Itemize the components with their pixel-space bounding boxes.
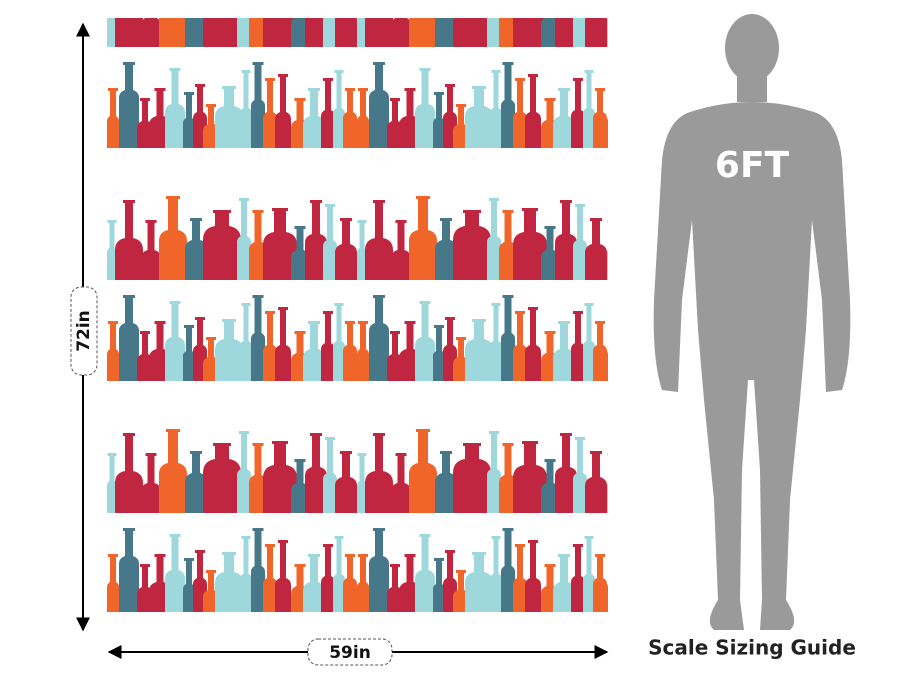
height-label-box xyxy=(70,286,98,376)
human-silhouette xyxy=(653,14,851,630)
figure-label: 6FT xyxy=(715,145,790,186)
height-label: 72in xyxy=(74,310,94,352)
width-label-box xyxy=(307,638,393,666)
wallpaper-panel xyxy=(107,18,608,612)
width-label: 59in xyxy=(329,643,371,663)
guide-title: Scale Sizing Guide xyxy=(648,636,856,660)
